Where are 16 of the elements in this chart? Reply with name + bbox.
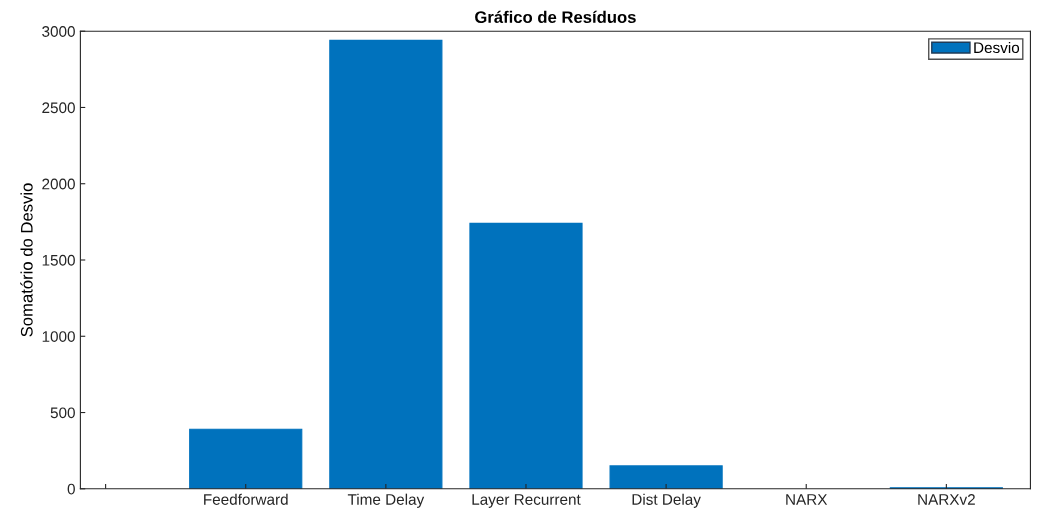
- x-tick-label: Time Delay: [347, 493, 425, 508]
- y-tick-label: 500: [50, 407, 75, 419]
- y-tick-label: 1000: [42, 331, 75, 342]
- x-tick-label: NARXv2: [918, 494, 975, 505]
- x-tick-label: NARX: [786, 494, 828, 505]
- x-tick-label: Feedforward: [204, 493, 288, 505]
- y-tick-label: 3000: [42, 26, 75, 37]
- y-axis-title: Somatório do Desvio: [20, 183, 33, 337]
- y-tick-label: 1500: [42, 254, 75, 266]
- y-tick-label: 2000: [42, 178, 75, 190]
- legend-label: Desvio: [974, 41, 1020, 54]
- y-tick-label: 2500: [42, 102, 75, 114]
- y-tick-label: 0: [67, 483, 75, 495]
- x-tick-label: Dist Delay: [632, 493, 701, 508]
- chart-title: Gráfico de Resíduos: [475, 10, 636, 24]
- x-tick-label: Layer Recurrent: [472, 494, 581, 508]
